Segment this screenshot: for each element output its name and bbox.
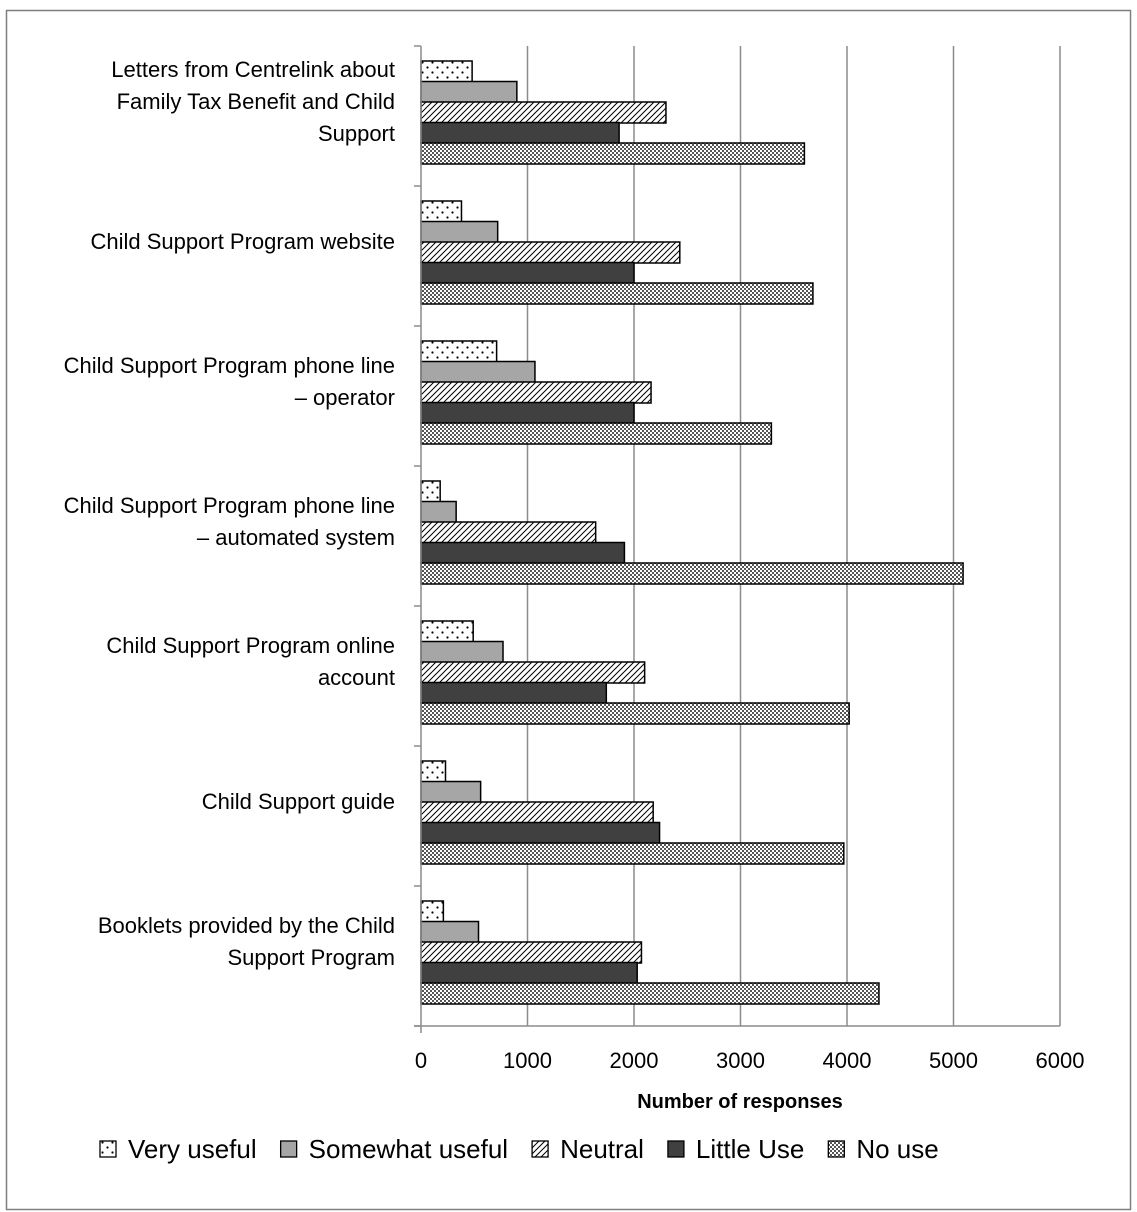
bar-dark (420, 401, 635, 425)
bar-dark (420, 541, 626, 565)
bar-dots (420, 340, 498, 363)
category-label: Child Support guide (202, 789, 395, 814)
category-labels: Letters from Centrelink about Family Tax … (64, 57, 395, 970)
x-tick-label: 2000 (610, 1048, 659, 1073)
bar-crosshatch (420, 702, 850, 725)
category-label: Letters from Centrelink about Family Tax … (111, 57, 395, 146)
category-label: Booklets provided by the Child Support Pr… (98, 913, 395, 970)
bar-diagonal (420, 661, 646, 684)
category-label: Child Support Program website (91, 229, 395, 254)
bar-dots (420, 200, 463, 223)
bar-diagonal (420, 801, 654, 824)
bar-gray (420, 80, 518, 104)
bar-dark (420, 261, 635, 285)
bar-diagonal (420, 101, 667, 124)
bar-dark (420, 821, 661, 845)
bar-dots (420, 480, 441, 503)
bar-dark (420, 121, 620, 145)
legend-swatch (531, 1140, 549, 1158)
bar-dark (420, 681, 608, 705)
bar-crosshatch (420, 422, 773, 445)
bar-dots (420, 60, 473, 83)
x-tick-label: 6000 (1036, 1048, 1085, 1073)
legend-swatch (99, 1140, 117, 1158)
bar-crosshatch (420, 842, 845, 865)
x-tick-label: 4000 (823, 1048, 872, 1073)
bar-crosshatch (420, 142, 806, 165)
legend: Very useful Somewhat useful Neutral Little … (99, 1134, 939, 1164)
bar-gray (420, 640, 504, 664)
bar-diagonal (420, 521, 597, 544)
x-tick-label: 1000 (503, 1048, 552, 1073)
chart-border (5, 9, 1132, 1211)
axes: 0 1000 2000 3000 4000 5000 6000 (414, 45, 1085, 1073)
bar-crosshatch (420, 282, 814, 305)
legend-label: Little Use (696, 1134, 804, 1164)
category-label: Child Support Program phone line – operat… (64, 353, 395, 410)
legend-label: Very useful (128, 1134, 257, 1164)
bar-gray (420, 780, 482, 804)
legend-swatch (827, 1140, 845, 1158)
bar-gray (420, 500, 457, 524)
legend-label: Somewhat useful (309, 1134, 508, 1164)
x-tick-label: 0 (415, 1048, 427, 1073)
legend-label: No use (856, 1134, 938, 1164)
bar-diagonal (420, 241, 681, 264)
legend-swatch (667, 1140, 685, 1158)
bar-dots (420, 620, 474, 643)
bar-gray (420, 220, 499, 244)
legend-swatch (279, 1140, 298, 1158)
bar-dots (420, 900, 445, 923)
category-label: Child Support Program online account (106, 633, 395, 690)
bar-dots (420, 760, 447, 783)
bar-gray (420, 360, 536, 384)
bar-diagonal (420, 381, 652, 404)
legend-label: Neutral (560, 1134, 644, 1164)
category-label: Child Support Program phone line – automa… (64, 493, 395, 550)
bar-diagonal (420, 941, 643, 964)
bar-crosshatch (420, 562, 964, 585)
bar-dark (420, 961, 638, 985)
x-tick-label: 3000 (716, 1048, 765, 1073)
x-tick-label: 5000 (929, 1048, 978, 1073)
x-axis-title: Number of responses (637, 1091, 843, 1113)
bars (420, 60, 964, 1005)
bar-crosshatch (420, 982, 880, 1005)
bar-gray (420, 920, 480, 944)
